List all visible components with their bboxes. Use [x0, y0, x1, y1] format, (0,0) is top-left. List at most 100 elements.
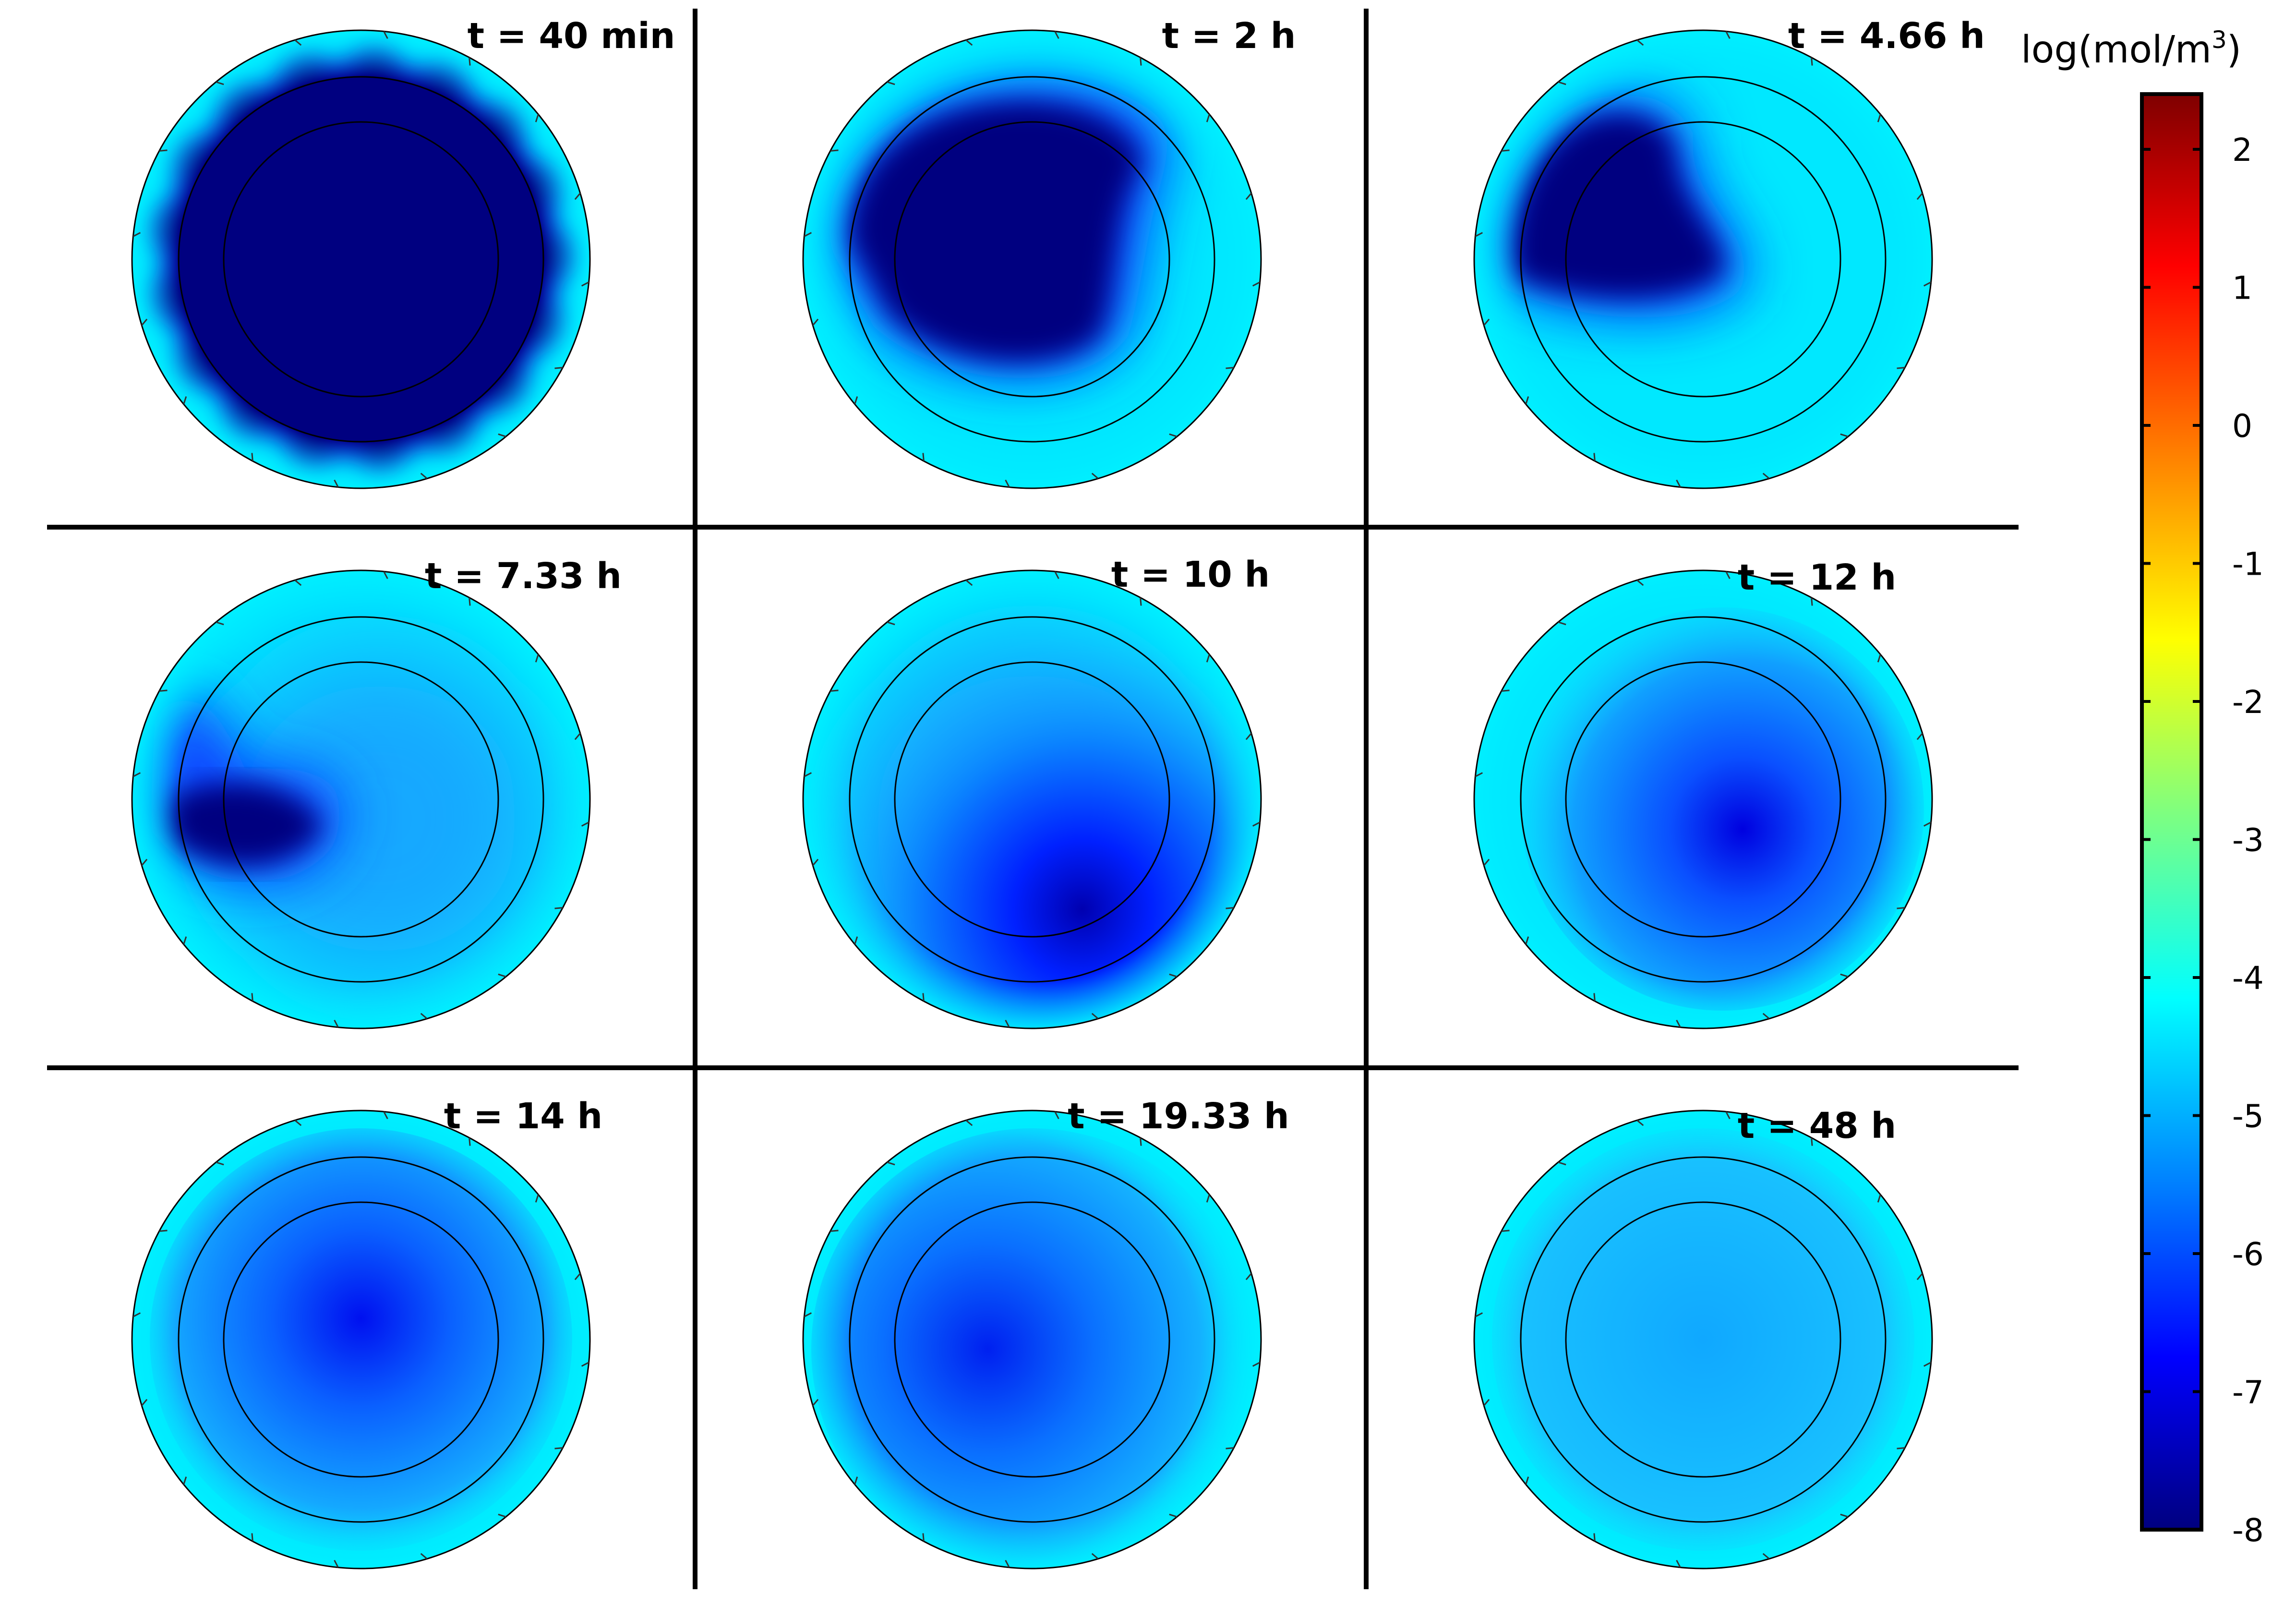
rim-tick	[1676, 1019, 1681, 1028]
rim-tick	[1054, 571, 1059, 580]
rim-tick	[1762, 472, 1770, 479]
rim-tick	[812, 858, 819, 866]
rim-tick	[334, 479, 339, 488]
rim-tick	[383, 1111, 388, 1120]
colorbar-ticks: 2 1 0 -1 -2 -3 -4 -5 -6 -7 -8	[2142, 132, 2264, 1549]
outer-boundary	[802, 1110, 1262, 1570]
rim-tick	[294, 1120, 302, 1126]
rim-tick	[581, 281, 589, 287]
rim-tick	[1525, 936, 1529, 945]
middle-boundary	[1520, 76, 1887, 443]
inner-boundary	[894, 661, 1170, 938]
outer-boundary	[1473, 1110, 1933, 1570]
rim-tick	[1636, 39, 1644, 46]
rim-tick	[1206, 1194, 1210, 1203]
rim-tick	[216, 1161, 224, 1166]
rim-tick	[294, 580, 302, 586]
rim-tick	[812, 318, 819, 326]
rim-tick	[1252, 281, 1261, 287]
rim-tick	[183, 936, 187, 945]
middle-boundary	[849, 616, 1215, 983]
rim-tick	[1923, 281, 1932, 287]
rim-tick	[854, 396, 858, 405]
rim-tick	[1525, 396, 1529, 405]
panel-5: t = 10 h	[802, 554, 1270, 1029]
panel-8: t = 19.33 h	[802, 1096, 1289, 1570]
rim-tick	[1558, 81, 1566, 85]
panel-9: t = 48 h	[1473, 1105, 1933, 1570]
rim-tick	[1525, 1476, 1529, 1485]
rim-tick	[1916, 193, 1923, 200]
rim-tick	[1091, 472, 1099, 479]
rim-tick	[1226, 1447, 1234, 1449]
rim-tick	[1593, 1533, 1596, 1542]
rim-tick	[141, 318, 148, 326]
rim-tick	[1725, 31, 1731, 39]
rim-tick	[1923, 1362, 1932, 1367]
colorbar-tick-label: -7	[2232, 1374, 2264, 1411]
rim-tick	[887, 81, 895, 85]
colorbar-tick-label: 0	[2232, 408, 2252, 445]
rim-tick	[1005, 479, 1010, 488]
time-label: t = 19.33 h	[1068, 1096, 1289, 1137]
inner-boundary	[223, 1201, 499, 1478]
rim-tick	[1252, 821, 1261, 827]
rim-tick	[1206, 654, 1210, 663]
rim-tick	[887, 621, 895, 626]
rim-tick	[574, 193, 581, 200]
rim-tick	[1169, 973, 1178, 978]
colorbar-tick-label: -3	[2232, 822, 2264, 859]
outer-boundary	[1473, 29, 1933, 489]
inner-boundary	[223, 121, 499, 398]
rim-tick	[1501, 149, 1510, 152]
outer-boundary	[131, 29, 591, 489]
time-label: t = 2 h	[1162, 15, 1296, 57]
time-label: t = 40 min	[468, 15, 675, 57]
outer-boundary	[802, 29, 1262, 489]
rim-tick	[1054, 31, 1059, 39]
rim-tick	[1483, 1399, 1490, 1406]
rim-tick	[132, 232, 141, 237]
middle-boundary	[1520, 1156, 1887, 1523]
rim-tick	[1636, 1120, 1644, 1126]
rim-tick	[804, 232, 812, 237]
concentration-field	[803, 1111, 1261, 1569]
rim-tick	[1558, 621, 1566, 626]
panel-4: t = 7.33 h	[131, 555, 622, 1029]
rim-tick	[469, 57, 471, 66]
time-label: t = 12 h	[1738, 557, 1896, 598]
time-label: t = 7.33 h	[425, 555, 622, 597]
rim-tick	[1840, 973, 1849, 978]
rim-tick	[1245, 733, 1252, 740]
rim-tick	[1475, 232, 1483, 237]
rim-tick	[420, 1013, 428, 1019]
rim-tick	[159, 689, 168, 692]
inner-boundary	[1565, 661, 1841, 938]
rim-tick	[1005, 1019, 1010, 1028]
concentration-field	[1474, 30, 1932, 488]
rim-tick	[854, 1476, 858, 1485]
inner-boundary	[223, 661, 499, 938]
inner-boundary	[894, 1201, 1170, 1478]
colorbar-tick-label: 1	[2232, 270, 2252, 307]
rim-tick	[1206, 114, 1210, 122]
concentration-field	[132, 30, 590, 488]
inner-boundary	[1565, 121, 1841, 398]
colorbar-tick-label: -4	[2232, 960, 2264, 997]
rim-tick	[1005, 1559, 1010, 1568]
rim-tick	[183, 1476, 187, 1485]
rim-tick	[965, 1120, 973, 1126]
inner-boundary	[1565, 1201, 1841, 1478]
concentration-field	[132, 1111, 590, 1569]
rim-tick	[922, 993, 925, 1002]
rim-tick	[581, 821, 589, 827]
rim-tick	[1483, 318, 1490, 326]
concentration-field	[1474, 570, 1932, 1028]
rim-tick	[1593, 993, 1596, 1002]
panel-1: t = 40 min	[131, 15, 675, 489]
rim-tick	[554, 1447, 563, 1449]
rim-tick	[498, 973, 506, 978]
concentration-field	[1474, 1111, 1932, 1569]
rim-tick	[1501, 689, 1510, 692]
